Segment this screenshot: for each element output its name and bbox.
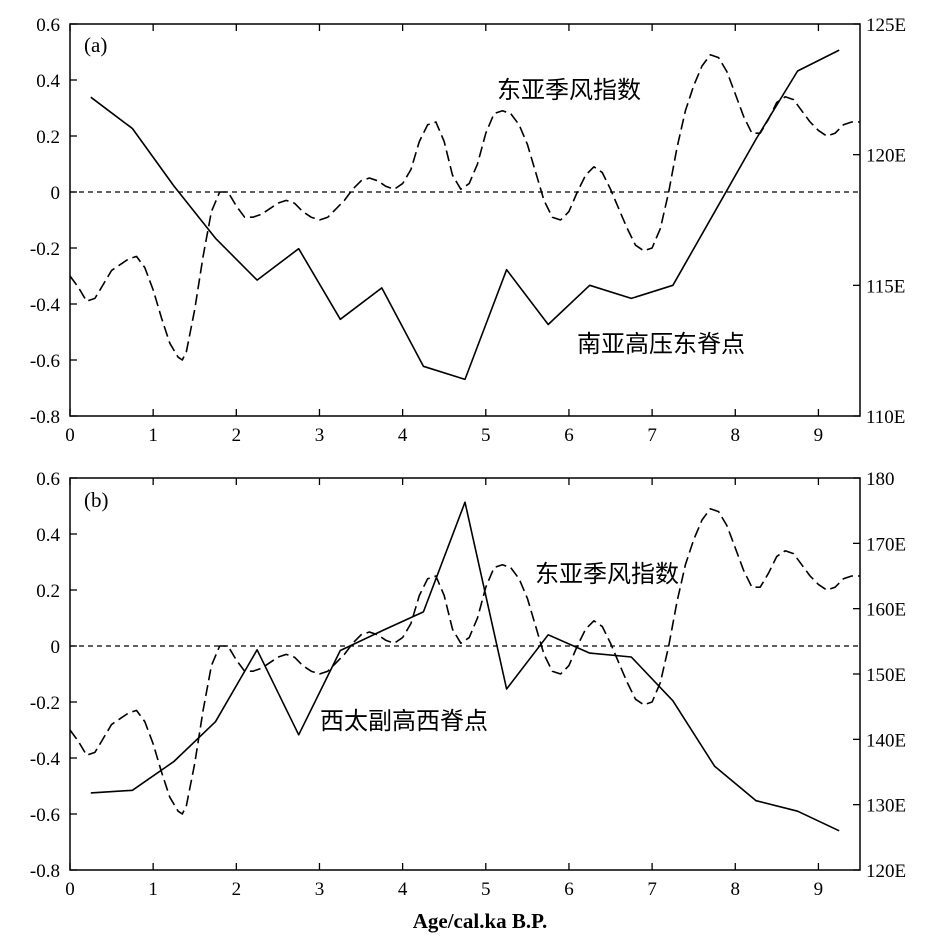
y-left-tick-label: -0.6 (30, 805, 60, 826)
y-left-tick-label: 0.6 (36, 15, 60, 36)
y-left-tick-label: -0.4 (30, 295, 61, 316)
ridge-point-line (90, 49, 840, 381)
plot-frame (69, 477, 861, 871)
x-tick-label: 0 (65, 879, 75, 900)
x-tick-label: 2 (232, 879, 242, 900)
ridge-point-line (90, 501, 840, 832)
series-label: 东亚季风指数 (535, 560, 679, 588)
x-tick-label: 9 (814, 425, 824, 446)
y-right-tick-label: 120E (866, 146, 906, 167)
y-left-tick-label: -0.2 (30, 693, 60, 714)
x-tick-label: 5 (481, 425, 491, 446)
y-right-tick-label: 110E (866, 407, 905, 428)
x-tick-label: 6 (564, 425, 574, 446)
y-right-tick-label: 150E (866, 665, 906, 686)
y-right-tick-label: 130E (866, 796, 906, 817)
x-tick-label: 3 (315, 425, 325, 446)
x-tick-label: 1 (148, 425, 158, 446)
y-left-tick-label: -0.2 (30, 239, 60, 260)
x-tick-label: 2 (232, 425, 242, 446)
y-left-tick-label: -0.8 (30, 407, 60, 428)
monsoon-index-line (69, 53, 860, 361)
y-right-tick-label: 160E (866, 600, 906, 621)
y-right-tick-label: 140E (866, 730, 906, 751)
x-tick-label: 9 (814, 879, 824, 900)
y-right-tick-label: 115E (866, 276, 905, 297)
x-tick-label: 4 (398, 879, 408, 900)
y-left-tick-label: 0 (51, 637, 61, 658)
series-label: 东亚季风指数 (497, 76, 641, 104)
y-left-tick-label: -0.4 (30, 749, 61, 770)
panel-label: (a) (84, 33, 107, 57)
x-tick-label: 4 (398, 425, 408, 446)
monsoon-index-line (69, 507, 860, 815)
y-left-tick-label: -0.8 (30, 861, 60, 882)
x-tick-label: 6 (564, 879, 574, 900)
y-right-tick-label: 120E (866, 861, 906, 882)
series-label: 西太副高西脊点 (320, 707, 488, 735)
y-right-tick-label: 180 (866, 469, 895, 490)
panel-label: (b) (84, 488, 109, 512)
y-left-tick-label: 0.2 (36, 581, 60, 602)
x-tick-label: 7 (647, 425, 657, 446)
y-left-tick-label: 0.6 (36, 469, 60, 490)
x-tick-label: 3 (315, 879, 325, 900)
x-tick-label: 7 (647, 879, 657, 900)
x-tick-label: 0 (65, 425, 75, 446)
panel-a: 0 1 2 3 4 5 6 7 8 9 0.6 0.4 0.2 0 -0.2 -0.4 -0.6 -0.8 125E… (30, 15, 906, 446)
y-left-tick-label: -0.6 (30, 351, 60, 372)
plot-frame (69, 23, 861, 417)
y-left-tick-label: 0.4 (36, 525, 60, 546)
x-axis-label: Age/cal.ka B.P. (413, 909, 548, 933)
panel-b: 0 1 2 3 4 5 6 7 8 9 0.6 0.4 0.2 0 -0.2 -0.4 -0.6 -0.8 180 1… (30, 469, 906, 900)
y-right-tick-label: 170E (866, 534, 906, 555)
x-tick-label: 5 (481, 879, 491, 900)
y-right-tick-label: 125E (866, 15, 906, 36)
y-left-tick-label: 0 (51, 183, 61, 204)
x-tick-label: 8 (731, 879, 741, 900)
x-tick-label: 1 (148, 879, 158, 900)
x-tick-label: 8 (731, 425, 741, 446)
y-left-tick-label: 0.2 (36, 127, 60, 148)
series-label: 南亚高压东脊点 (577, 330, 745, 358)
y-left-tick-label: 0.4 (36, 71, 60, 92)
